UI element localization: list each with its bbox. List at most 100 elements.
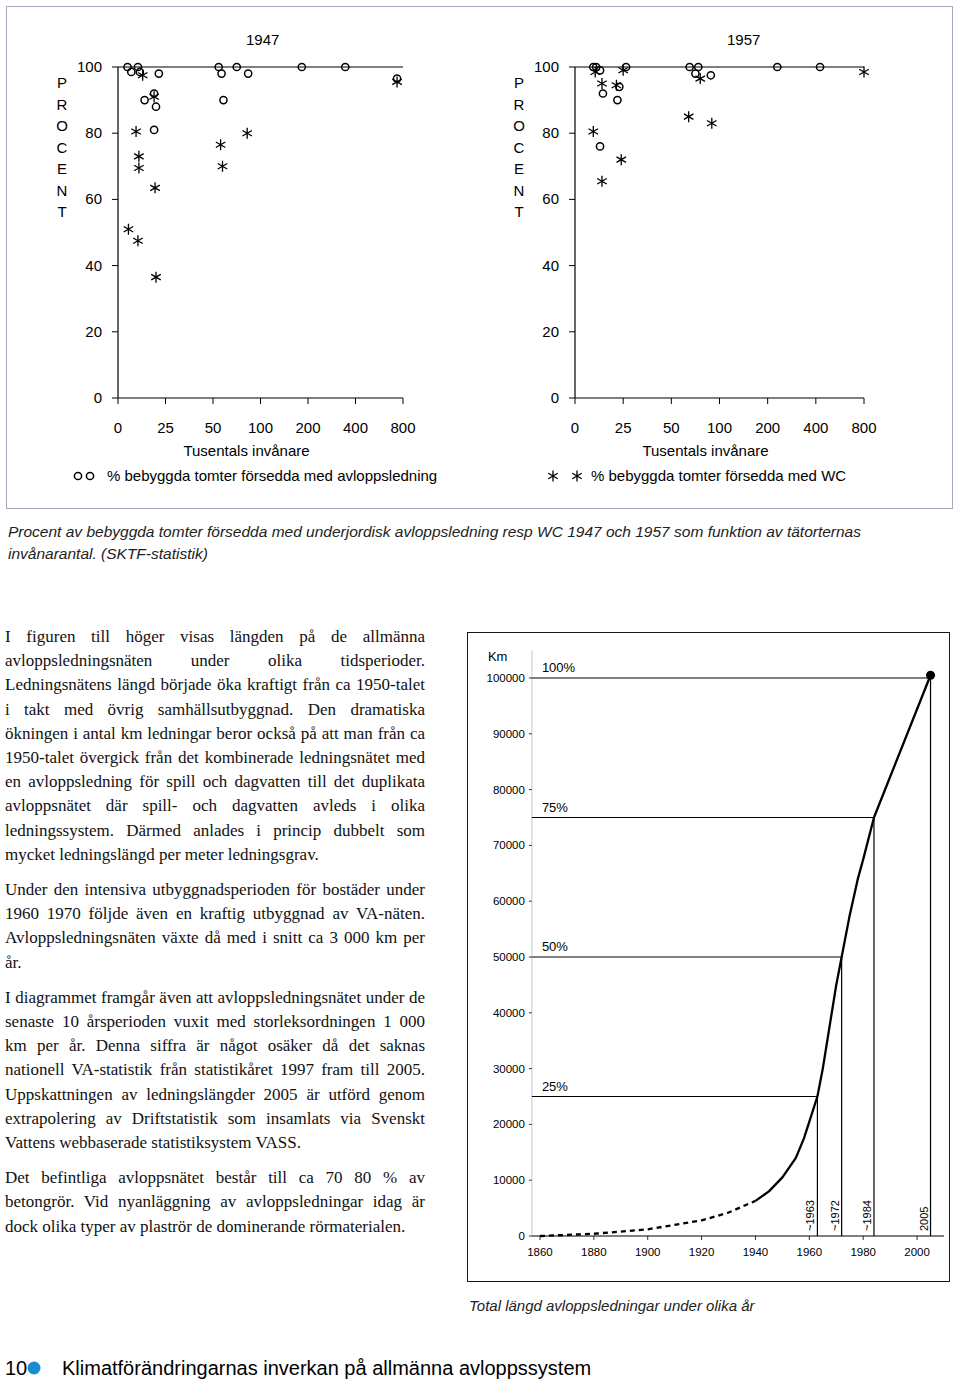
y-tick: [529, 733, 532, 734]
chart-title: 1947: [246, 31, 279, 48]
y-tick-label: 20: [85, 323, 102, 340]
y-tick: [569, 331, 575, 332]
milestone-year: [873, 818, 874, 1237]
milestone-label: 75%: [542, 800, 568, 815]
x-tick-label: 100: [707, 419, 732, 436]
x-axis-label: Tusentals invånare: [642, 442, 768, 459]
y-tick: [529, 845, 532, 846]
y-tick: [569, 265, 575, 266]
x-tick: [815, 398, 816, 404]
milestone-year-label: 2005: [918, 1207, 930, 1231]
milestone-level: [532, 677, 931, 678]
data-point: [597, 78, 607, 89]
data-point: [684, 111, 694, 122]
milestone-year: [817, 1097, 818, 1237]
milestone-level: [532, 1096, 818, 1097]
y-tick: [112, 398, 118, 399]
x-tick-label: 400: [803, 419, 828, 436]
data-point: [597, 176, 607, 187]
data-point: [152, 103, 159, 110]
x-tick: [917, 1236, 918, 1240]
x-tick: [118, 398, 119, 404]
top-frame: [575, 66, 864, 67]
y-tick: [112, 199, 118, 200]
data-line: [755, 675, 930, 1201]
x-tick-label: 2000: [904, 1246, 930, 1258]
plot-marks: [532, 671, 935, 1236]
y-axis-label: Km: [488, 649, 508, 664]
y-tick-label: 80000: [493, 784, 525, 796]
y-tick: [529, 1068, 532, 1069]
data-point: [134, 151, 144, 162]
data-point: [124, 63, 131, 70]
milestone-label: 100%: [542, 660, 576, 675]
data-point: [596, 143, 603, 150]
data-point: [133, 235, 143, 246]
x-tick-label: 200: [295, 419, 320, 436]
paragraph: I diagrammet framgår även att avloppsled…: [5, 986, 425, 1155]
x-tick-label: 25: [157, 419, 174, 436]
x-tick: [671, 398, 672, 404]
chart-title: 1957: [727, 31, 760, 48]
data-point: [233, 63, 240, 70]
x-tick-label: 1940: [743, 1246, 769, 1258]
y-tick: [112, 67, 118, 68]
y-tick-label: 20000: [493, 1118, 525, 1130]
page-number: 10: [5, 1357, 27, 1379]
data-point: [616, 154, 626, 165]
data-point: [590, 66, 600, 77]
y-tick: [529, 1180, 532, 1181]
data-point: [816, 63, 823, 70]
x-tick: [165, 398, 166, 404]
x-tick-label: 50: [205, 419, 222, 436]
y-tick-label: 10000: [493, 1174, 525, 1186]
chart-frame: [468, 633, 950, 1282]
data-point: [131, 126, 141, 137]
y-tick: [529, 901, 532, 902]
x-tick: [355, 398, 356, 404]
data-point: [138, 70, 148, 81]
data-point: [220, 97, 227, 104]
y-tick-label: 40: [85, 257, 102, 274]
plot-marks: [124, 63, 402, 282]
x-tick: [623, 398, 624, 404]
paragraph: Under den intensiva utbyggnadsperioden f…: [5, 878, 425, 975]
data-point: [242, 128, 252, 139]
x-tick: [809, 1236, 810, 1240]
data-point: [124, 224, 134, 235]
data-point: [612, 80, 622, 91]
y-tick: [529, 678, 532, 679]
legend-icon: [86, 472, 93, 479]
milestone-level: [532, 817, 874, 818]
y-tick-label: 30000: [493, 1063, 525, 1075]
y-tick-label: 60: [85, 190, 102, 207]
data-point: [155, 70, 162, 77]
y-tick-label: 70000: [493, 839, 525, 851]
paragraph: Det befintliga avloppsnätet består till …: [5, 1166, 425, 1239]
data-point: [618, 65, 628, 76]
y-tick-label: 80: [85, 124, 102, 141]
figure-frame: [7, 7, 953, 509]
footer-dot: [28, 1362, 41, 1375]
footer-title: Klimatförändringarnas inverkan på allmän…: [62, 1357, 591, 1379]
x-tick: [213, 398, 214, 404]
data-point: [218, 70, 225, 77]
milestone-year-label: ~1972: [829, 1200, 841, 1231]
data-point: [686, 63, 693, 70]
y-tick: [569, 199, 575, 200]
legend-label: % bebyggda tomter försedda med WC: [591, 467, 846, 484]
y-tick-label: 80: [542, 124, 559, 141]
page: 1947PROCENT02040608010002550100200400800…: [0, 0, 960, 1382]
y-tick: [569, 398, 575, 399]
paragraph: I figuren till höger visas längden på de…: [5, 625, 425, 867]
x-tick-label: 800: [390, 419, 415, 436]
top-frame: [118, 66, 403, 67]
milestone-year-label: ~1984: [861, 1200, 873, 1231]
data-point: [150, 182, 160, 193]
y-tick-label: 60000: [493, 895, 525, 907]
data-point: [134, 162, 144, 173]
y-tick: [112, 265, 118, 266]
data-point: [216, 139, 226, 150]
legend-icon: [548, 471, 558, 482]
x-tick-label: 1920: [689, 1246, 715, 1258]
